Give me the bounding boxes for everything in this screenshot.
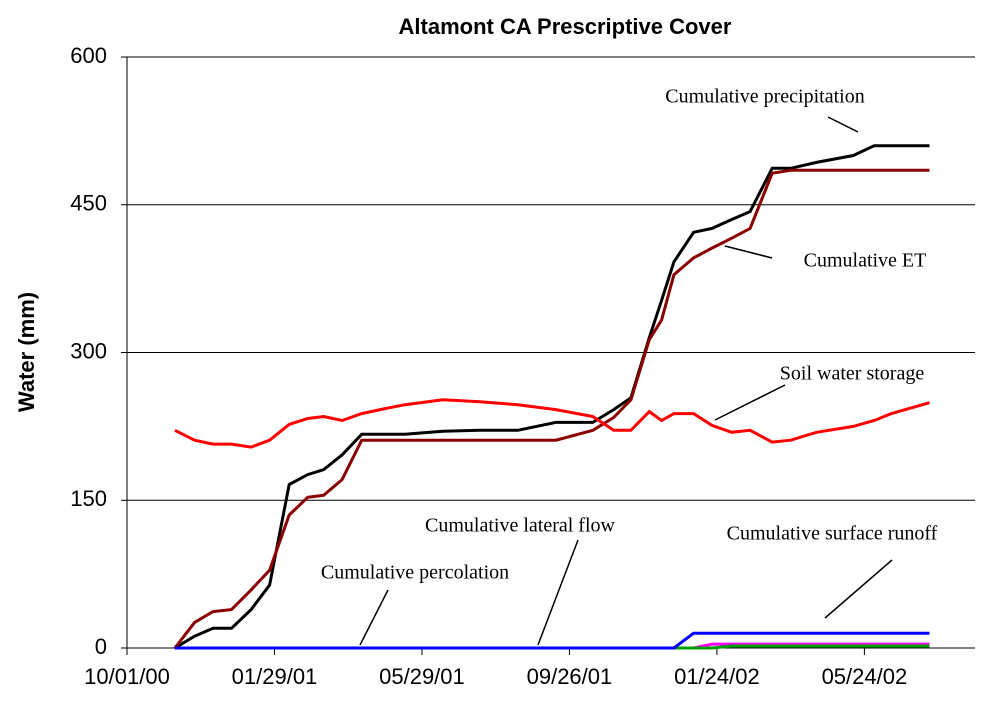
x-tick-label: 01/24/02 <box>674 664 760 689</box>
y-tick-label: 300 <box>70 338 107 363</box>
leader-line <box>827 116 859 133</box>
series-label: Cumulative precipitation <box>665 86 864 108</box>
x-tick-label: 10/01/00 <box>84 664 170 689</box>
chart-title: Altamont CA Prescriptive Cover <box>399 14 732 39</box>
y-tick-label: 450 <box>70 191 107 216</box>
series-line <box>174 144 930 650</box>
series-line <box>174 631 930 650</box>
leader-line <box>824 559 893 619</box>
series-line <box>174 398 930 449</box>
y-tick-label: 600 <box>70 43 107 68</box>
series-label: Cumulative percolation <box>321 562 509 584</box>
series-label: Cumulative ET <box>804 250 927 272</box>
x-tick-label: 09/26/01 <box>527 664 613 689</box>
series-label: Soil water storage <box>780 363 925 385</box>
series-label: Cumulative lateral flow <box>425 515 615 537</box>
y-tick-label: 0 <box>95 634 107 659</box>
x-tick-label: 01/29/01 <box>232 664 318 689</box>
y-axis-label: Water (mm) <box>14 292 39 412</box>
series-label: Cumulative surface runoff <box>727 523 938 545</box>
leader-line <box>359 589 389 646</box>
leader-line <box>537 539 579 646</box>
y-tick-label: 150 <box>70 486 107 511</box>
leader-line <box>714 384 786 421</box>
x-tick-label: 05/24/02 <box>822 664 908 689</box>
leader-line <box>724 245 773 259</box>
x-tick-label: 05/29/01 <box>379 664 465 689</box>
series-line <box>173 168 930 649</box>
